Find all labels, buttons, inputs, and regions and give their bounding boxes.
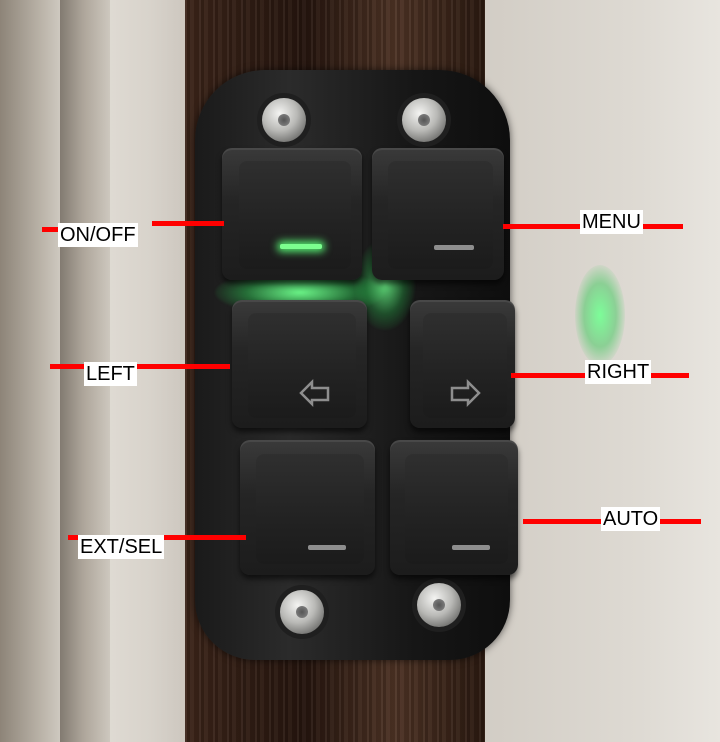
on-off-label: ON/OFF bbox=[58, 223, 138, 247]
ext-sel-key[interactable] bbox=[240, 440, 375, 575]
menu-key[interactable] bbox=[372, 148, 504, 280]
menu-label: MENU bbox=[580, 210, 643, 234]
screw-bottom-left bbox=[280, 590, 324, 634]
right-key[interactable] bbox=[410, 300, 515, 428]
auto-key-dash bbox=[452, 545, 490, 550]
left-pointer-line bbox=[50, 364, 230, 369]
left-label: LEFT bbox=[84, 362, 137, 386]
screw-top-right bbox=[402, 98, 446, 142]
on-off-pointer-line-left bbox=[42, 227, 60, 232]
auto-key[interactable] bbox=[390, 440, 518, 575]
right-label: RIGHT bbox=[585, 360, 652, 384]
arrow-right-icon bbox=[450, 378, 481, 408]
ext-sel-key-dash bbox=[308, 545, 346, 550]
auto-label: AUTO bbox=[601, 507, 661, 531]
left-key[interactable] bbox=[232, 300, 367, 428]
menu-key-dash bbox=[434, 245, 474, 250]
screw-top-left bbox=[262, 98, 306, 142]
ext-sel-label: EXT/SEL bbox=[78, 535, 165, 559]
on-off-pointer-line bbox=[152, 221, 224, 226]
screw-bottom-right bbox=[417, 583, 461, 627]
arrow-left-icon bbox=[299, 378, 330, 408]
wall-glow-reflection bbox=[575, 265, 625, 365]
on-off-key[interactable] bbox=[222, 148, 362, 280]
on-off-led-indicator bbox=[280, 244, 322, 249]
